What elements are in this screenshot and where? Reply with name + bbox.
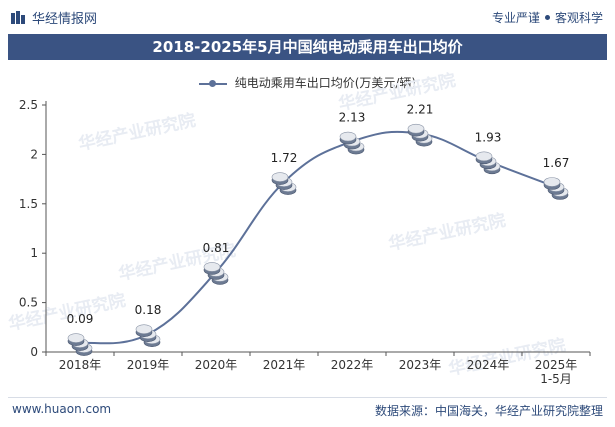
y-tick-label: 0 [30,345,38,359]
x-tick-label: 1-5月 [540,372,572,386]
x-tick-label: 2021年 [263,358,306,372]
data-point [339,131,365,155]
brand-name: 华经情报网 [32,12,98,27]
slogan-left: 专业严谨 [491,11,540,25]
legend-line-icon [198,79,227,87]
data-point [203,262,229,285]
footer-source: 数据来源：中国海关，华经产业研究院整理 [374,404,603,418]
data-point [475,151,501,175]
x-tick-label: 2022年 [331,358,374,372]
legend: 纯电动乘用车出口均价(万美元/辆) [0,74,615,91]
y-tick-label: 2.5 [19,98,38,112]
y-tick-label: 1 [30,246,38,260]
x-tick-label: 2024年 [467,358,510,372]
x-tick-label: 2018年 [59,358,102,372]
series [67,123,569,356]
x-tick-label: 2025年 [535,358,578,372]
footer-divider [8,397,607,398]
axes: 0 0.5 1 1.5 2 2.5 2018年 2019年 2020年 2021年 2022年 202… [19,98,591,386]
y-tick-label: 2 [30,147,38,161]
x-tick-label: 2019年 [127,358,170,372]
data-label: 0.81 [203,241,230,255]
data-point [67,333,93,356]
brand: 华经情报网 [10,8,97,27]
brand-logo-icon [11,10,25,24]
data-label: 0.18 [135,303,162,317]
data-point [271,172,297,195]
top-bar: 华经情报网 专业严谨 客观科学 [0,0,615,34]
data-labels: 0.09 0.18 0.81 1.72 2.13 2.21 1.93 1.67 [67,103,570,326]
data-point [407,123,433,147]
watermarks: 华经产业研究院华经产业研究院华经产业研究院华经产业研究院华经产业研究院华经产业研… [7,70,568,380]
data-label: 0.09 [67,312,94,326]
slogan: 专业严谨 客观科学 [492,9,603,26]
data-label: 2.21 [407,103,434,117]
watermark-text: 华经产业研究院 [77,110,198,155]
data-label: 2.13 [339,111,366,125]
legend-label: 纯电动乘用车出口均价(万美元/辆) [234,76,417,90]
chart-title: 2018-2025年5月中国纯电动乘用车出口均价 [8,34,607,60]
y-tick-label: 1.5 [19,197,38,211]
watermark-text: 华经产业研究院 [337,70,458,115]
watermark-text: 华经产业研究院 [387,210,508,255]
data-label: 1.93 [475,130,502,144]
slogan-dot-icon [544,15,550,20]
data-point [543,177,569,200]
x-tick-label: 2023年 [399,358,442,372]
y-tick-label: 0.5 [19,296,38,310]
data-label: 1.67 [543,156,570,170]
footer-website: www.huaon.com [12,402,112,416]
data-point [135,324,161,348]
data-label: 1.72 [271,151,298,165]
slogan-right: 客观科学 [554,11,603,25]
x-tick-label: 2020年 [195,358,238,372]
